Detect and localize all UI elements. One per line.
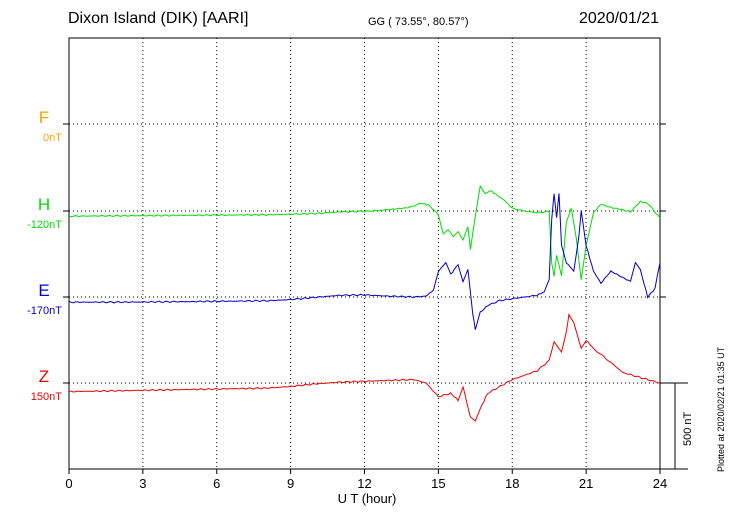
series-name-z: Z	[39, 367, 49, 386]
x-tick-label: 12	[357, 476, 371, 491]
series-line-h	[68, 184, 661, 280]
plotted-at-note: Plotted at 2020/02/21 01:35 UT	[716, 346, 726, 472]
grid	[69, 38, 660, 469]
x-tick-label: 21	[579, 476, 593, 491]
x-axis-ticks: 0 3 6 9 12 15 18 21 24	[65, 469, 667, 491]
scale-bar	[660, 382, 688, 470]
x-tick-label: 18	[505, 476, 519, 491]
x-tick-label: 15	[431, 476, 445, 491]
station-coordinates: GG ( 73.55°, 80.57°)	[368, 16, 469, 28]
x-tick-label: 24	[653, 476, 667, 491]
series-name-e: E	[38, 281, 49, 300]
series-name-h: H	[38, 195, 50, 214]
series-labels: F 0nT H -120nT E -170nT Z 150nT	[27, 108, 62, 403]
station-title: Dixon Island (DIK) [AARI]	[68, 10, 249, 27]
series-line-z	[68, 312, 661, 422]
x-tick-label: 3	[139, 476, 146, 491]
series-baseline-f: 0nT	[43, 132, 62, 144]
x-tick-label: 6	[213, 476, 220, 491]
x-tick-label: 9	[287, 476, 294, 491]
x-tick-label: 0	[65, 476, 72, 491]
scale-bar-label: 500 nT	[682, 411, 694, 446]
series-name-f: F	[39, 108, 49, 127]
series-line-e	[68, 193, 661, 330]
series-baseline-z: 150nT	[31, 391, 62, 403]
series-baseline-h: -120nT	[27, 219, 62, 231]
x-axis-label: U T (hour)	[338, 491, 397, 506]
series-lines	[68, 184, 661, 422]
plot-date: 2020/01/21	[579, 10, 660, 27]
series-baseline-e: -170nT	[27, 305, 62, 317]
